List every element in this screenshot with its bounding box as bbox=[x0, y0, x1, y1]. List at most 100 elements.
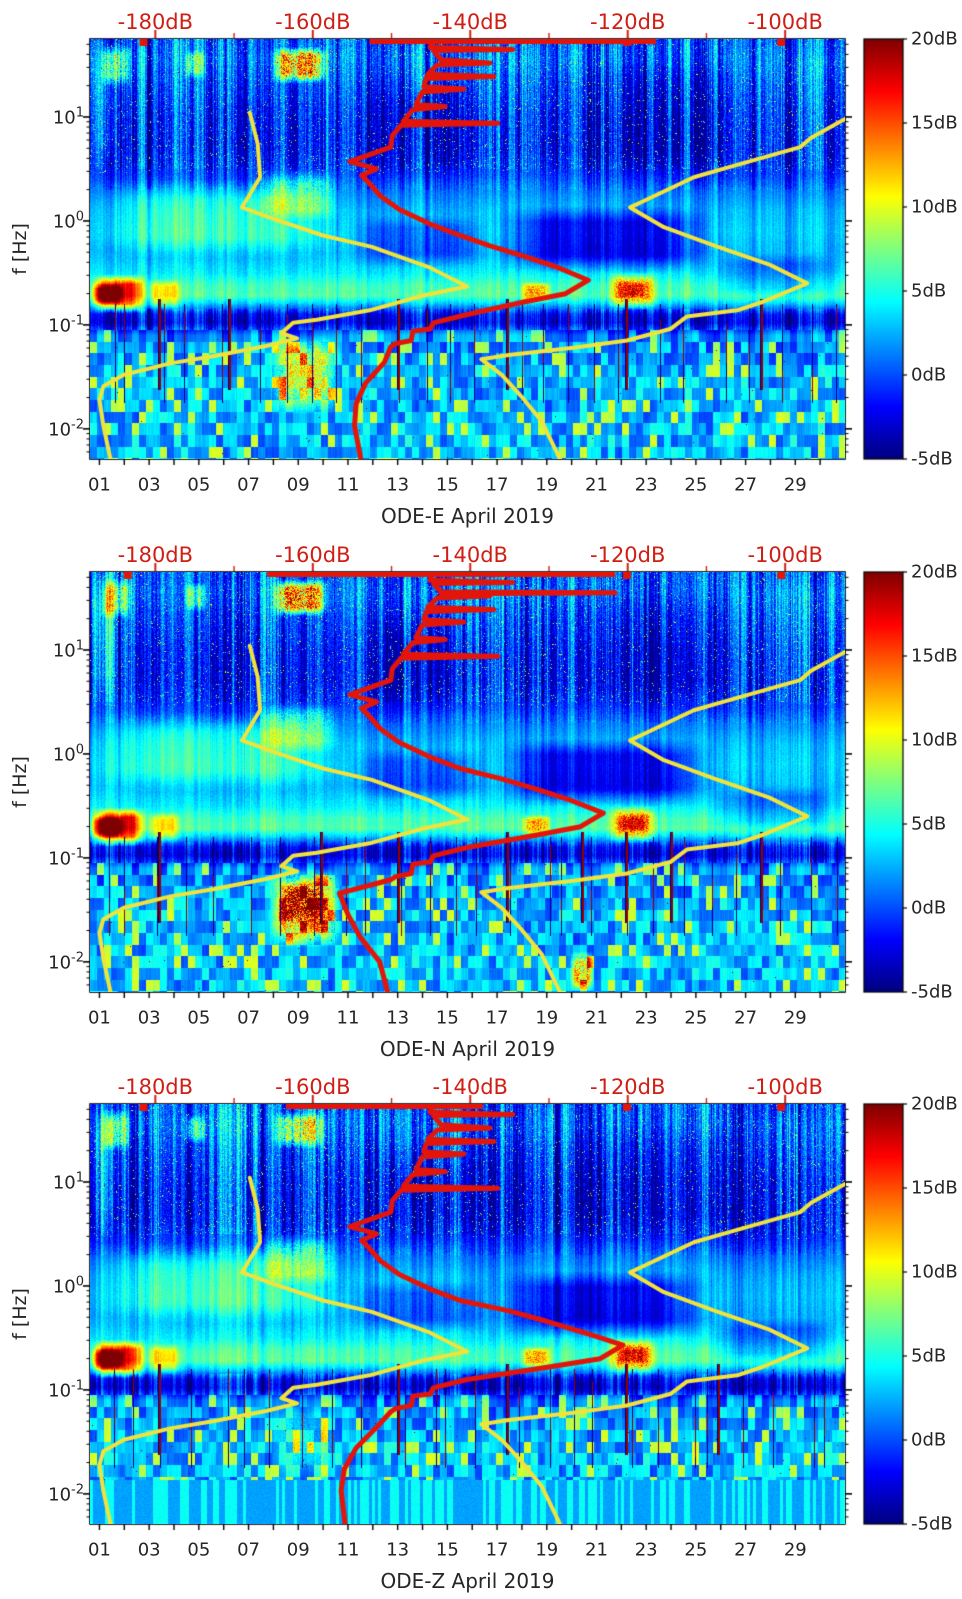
top-axis-tick-label: -120dB bbox=[590, 543, 666, 567]
x-axis-tick-label: 21 bbox=[585, 1007, 608, 1029]
x-axis-tick-label: 29 bbox=[783, 474, 807, 496]
x-axis-tick-label: 05 bbox=[187, 1007, 211, 1029]
colorbar-tick-label: 0dB bbox=[911, 1429, 947, 1451]
x-axis-tick-label: 29 bbox=[783, 1007, 807, 1029]
x-axis-tick-label: 07 bbox=[237, 1007, 260, 1029]
x-axis-tick-label: 17 bbox=[485, 1007, 509, 1029]
top-axis-tick-label: -120dB bbox=[590, 1075, 666, 1099]
spectrogram-ode-e bbox=[90, 39, 845, 459]
x-axis-tick-label: 15 bbox=[435, 1007, 459, 1029]
top-axis-tick-label: -160dB bbox=[275, 543, 351, 567]
x-axis-tick-label: 23 bbox=[634, 1007, 658, 1029]
colorbar-tick-label: 10dB bbox=[911, 729, 958, 751]
y-axis-tick-label: 100 bbox=[52, 209, 84, 233]
x-axis-tick-label: 05 bbox=[187, 1539, 211, 1561]
x-axis-tick-label: 09 bbox=[286, 474, 310, 496]
x-axis-tick-label: 01 bbox=[87, 1539, 111, 1561]
top-axis-tick-label: -180dB bbox=[117, 1075, 194, 1099]
x-axis-tick-label: 09 bbox=[286, 1007, 310, 1029]
x-axis-tick-label: 03 bbox=[137, 1007, 161, 1029]
x-axis-tick-label: 17 bbox=[485, 474, 509, 496]
y-axis-title-ode-n: f [Hz] bbox=[9, 756, 31, 808]
x-axis-tick-label: 05 bbox=[187, 474, 211, 496]
x-axis-tick-label: 21 bbox=[585, 1539, 608, 1561]
y-axis-tick-label: 10-1 bbox=[48, 1378, 84, 1402]
x-axis-tick-label: 27 bbox=[734, 474, 758, 496]
colorbar-tick-label: 5dB bbox=[911, 280, 947, 302]
chart-title-ode-n: ODE-N April 2019 bbox=[379, 1037, 556, 1061]
top-axis-tick-label: -180dB bbox=[117, 10, 194, 34]
y-axis-title-ode-z: f [Hz] bbox=[9, 1288, 31, 1340]
colorbar-tick-label: 10dB bbox=[911, 1261, 958, 1283]
colorbar-tick-label: -5dB bbox=[911, 448, 953, 470]
x-axis-tick-label: 25 bbox=[684, 1539, 708, 1561]
colorbar-tick-label: 15dB bbox=[911, 112, 958, 134]
y-axis-tick-label: 100 bbox=[52, 1274, 84, 1298]
top-axis-tick-label: -100dB bbox=[747, 1075, 823, 1099]
x-axis-tick-label: 01 bbox=[87, 1007, 111, 1029]
x-axis-tick-label: 03 bbox=[137, 1539, 161, 1561]
colorbar-tick-label: 10dB bbox=[911, 196, 958, 218]
y-axis-tick-label: 101 bbox=[52, 105, 84, 129]
x-axis-tick-label: 15 bbox=[435, 474, 459, 496]
x-axis-tick-label: 23 bbox=[634, 474, 658, 496]
top-axis-tick-label: -120dB bbox=[590, 10, 666, 34]
x-axis-tick-label: 19 bbox=[535, 474, 559, 496]
x-axis-tick-label: 19 bbox=[535, 1539, 559, 1561]
x-axis-tick-label: 03 bbox=[137, 474, 161, 496]
top-axis-tick-label: -100dB bbox=[747, 543, 823, 567]
x-axis-tick-label: 19 bbox=[535, 1007, 559, 1029]
colorbar-tick-label: -5dB bbox=[911, 1513, 953, 1535]
top-axis-tick-label: -160dB bbox=[275, 1075, 351, 1099]
x-axis-tick-label: 27 bbox=[734, 1007, 758, 1029]
x-axis-tick-label: 07 bbox=[237, 474, 260, 496]
x-axis-tick-label: 25 bbox=[684, 1007, 708, 1029]
chart-title-ode-e: ODE-E April 2019 bbox=[381, 504, 554, 528]
top-axis-tick-label: -160dB bbox=[275, 10, 351, 34]
colorbar-tick-label: 20dB bbox=[911, 1093, 958, 1115]
x-axis-tick-label: 13 bbox=[386, 1007, 410, 1029]
x-axis-tick-label: 15 bbox=[435, 1539, 459, 1561]
colorbar-tick-label: 0dB bbox=[911, 364, 947, 386]
colorbar-tick-label: 15dB bbox=[911, 1177, 958, 1199]
chart-title-ode-z: ODE-Z April 2019 bbox=[380, 1569, 555, 1593]
x-axis-tick-label: 25 bbox=[684, 474, 708, 496]
top-axis-tick-label: -140dB bbox=[432, 543, 508, 567]
x-axis-tick-label: 17 bbox=[485, 1539, 509, 1561]
top-axis-tick-label: -180dB bbox=[117, 543, 194, 567]
colorbar-tick-label: 20dB bbox=[911, 561, 958, 583]
colorbar-tick-label: 5dB bbox=[911, 1345, 947, 1367]
y-axis-tick-label: 10-2 bbox=[48, 950, 84, 974]
x-axis-tick-label: 13 bbox=[386, 1539, 410, 1561]
y-axis-tick-label: 100 bbox=[52, 742, 84, 766]
x-axis-tick-label: 11 bbox=[336, 1007, 360, 1029]
y-axis-tick-label: 10-1 bbox=[48, 313, 84, 337]
y-axis-tick-label: 101 bbox=[52, 638, 84, 662]
top-axis-tick-label: -140dB bbox=[432, 1075, 508, 1099]
top-axis-tick-label: -100dB bbox=[747, 10, 823, 34]
x-axis-tick-label: 27 bbox=[734, 1539, 758, 1561]
x-axis-tick-label: 07 bbox=[237, 1539, 260, 1561]
y-axis-tick-label: 10-2 bbox=[48, 417, 84, 441]
x-axis-tick-label: 21 bbox=[585, 474, 608, 496]
spectrogram-ode-z bbox=[90, 1104, 845, 1524]
x-axis-tick-label: 09 bbox=[286, 1539, 310, 1561]
y-axis-title-ode-e: f [Hz] bbox=[9, 223, 31, 275]
x-axis-tick-label: 11 bbox=[336, 1539, 360, 1561]
y-axis-tick-label: 10-1 bbox=[48, 846, 84, 870]
colorbar-tick-label: 20dB bbox=[911, 28, 958, 50]
x-axis-tick-label: 23 bbox=[634, 1539, 658, 1561]
y-axis-tick-label: 10-2 bbox=[48, 1482, 84, 1506]
colorbar-tick-label: -5dB bbox=[911, 981, 953, 1003]
y-axis-tick-label: 101 bbox=[52, 1170, 84, 1194]
colorbar-tick-label: 5dB bbox=[911, 813, 947, 835]
colorbar-tick-label: 15dB bbox=[911, 645, 958, 667]
x-axis-tick-label: 11 bbox=[336, 474, 360, 496]
colorbar-tick-label: 0dB bbox=[911, 897, 947, 919]
spectrogram-ode-n bbox=[90, 572, 845, 992]
x-axis-tick-label: 29 bbox=[783, 1539, 807, 1561]
top-axis-tick-label: -140dB bbox=[432, 10, 508, 34]
x-axis-tick-label: 01 bbox=[87, 474, 111, 496]
x-axis-tick-label: 13 bbox=[386, 474, 410, 496]
